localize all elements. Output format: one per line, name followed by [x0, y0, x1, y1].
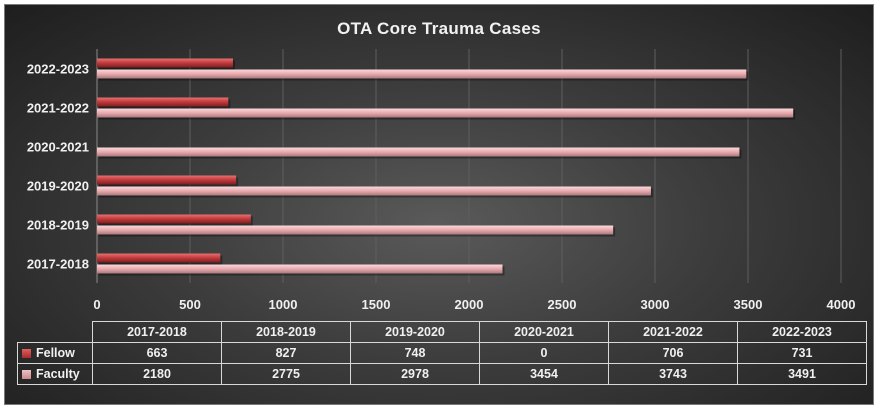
y-category-label: 2020-2021 [27, 140, 89, 155]
x-tick-label: 1000 [269, 297, 298, 312]
x-tick-label: 500 [179, 297, 201, 312]
y-category-label: 2017-2018 [27, 257, 89, 272]
data-table-col-header: 2018-2019 [221, 321, 351, 343]
x-tick-label: 1500 [362, 297, 391, 312]
y-category-label: 2022-2023 [27, 62, 89, 77]
legend-label: Fellow [36, 346, 75, 360]
data-table-cell: 3491 [737, 363, 867, 385]
bar-fellow-2022-2023 [97, 58, 233, 68]
data-table-corner [18, 322, 93, 343]
bar-faculty-2022-2023 [97, 69, 747, 79]
bar-faculty-2021-2022 [97, 108, 794, 118]
data-table-cell: 3743 [608, 363, 738, 385]
bar-fellow-2021-2022 [97, 97, 229, 107]
legend-label: Faculty [36, 367, 80, 381]
bar-faculty-2017-2018 [97, 264, 503, 274]
data-table: 2017-2018 2018-2019 2019-2020 2020-2021 2021… [17, 321, 867, 385]
data-table-cell: 2775 [221, 363, 351, 385]
data-table-row-faculty: Faculty 2180 2775 2978 3454 3743 3491 [17, 363, 867, 385]
data-table-cell: 663 [92, 342, 222, 364]
legend-entry: Fellow [17, 342, 93, 364]
data-table-col-header: 2017-2018 [92, 321, 222, 343]
data-table-col-header: 2020-2021 [479, 321, 609, 343]
chart-frame: OTA Core Trauma Cases 0 500 1000 1500 2000 25… [4, 4, 874, 405]
data-table-cell: 2180 [92, 363, 222, 385]
data-table-cell: 748 [350, 342, 480, 364]
x-tick-label: 3500 [734, 297, 763, 312]
data-table-cell: 706 [608, 342, 738, 364]
x-tick-label: 3000 [641, 297, 670, 312]
bar-fellow-2018-2019 [97, 214, 251, 224]
bar-fellow-2019-2020 [97, 175, 237, 185]
bar-faculty-2018-2019 [97, 225, 614, 235]
data-table-cell: 731 [737, 342, 867, 364]
bar-fellow-2017-2018 [97, 253, 221, 263]
data-table-cell: 827 [221, 342, 351, 364]
chart-title: OTA Core Trauma Cases [337, 19, 541, 38]
y-category-label: 2021-2022 [27, 101, 89, 116]
data-table-cell: 2978 [350, 363, 480, 385]
data-table-cell: 0 [479, 342, 609, 364]
bar-faculty-2020-2021 [97, 147, 740, 157]
data-table-header-row: 2017-2018 2018-2019 2019-2020 2020-2021 2021… [18, 321, 867, 343]
legend-key [22, 370, 31, 379]
x-tick-label: 2000 [455, 297, 484, 312]
x-tick-label: 2500 [548, 297, 577, 312]
data-table-col-header: 2021-2022 [608, 321, 738, 343]
x-tick-label: 0 [93, 297, 100, 312]
data-table-col-header: 2022-2023 [737, 321, 867, 343]
y-category-label: 2018-2019 [27, 218, 89, 233]
legend-key [22, 349, 31, 358]
y-category-label: 2019-2020 [27, 179, 89, 194]
bar-faculty-2019-2020 [97, 186, 651, 196]
chart-plot: 0 500 1000 1500 2000 2500 3000 3500 4000 2017-201… [27, 49, 856, 312]
data-table-col-header: 2019-2020 [350, 321, 480, 343]
data-table-row-fellow: Fellow 663 827 748 0 706 731 [17, 342, 867, 364]
x-tick-label: 4000 [827, 297, 856, 312]
legend-entry: Faculty [17, 363, 93, 385]
data-table-cell: 3454 [479, 363, 609, 385]
